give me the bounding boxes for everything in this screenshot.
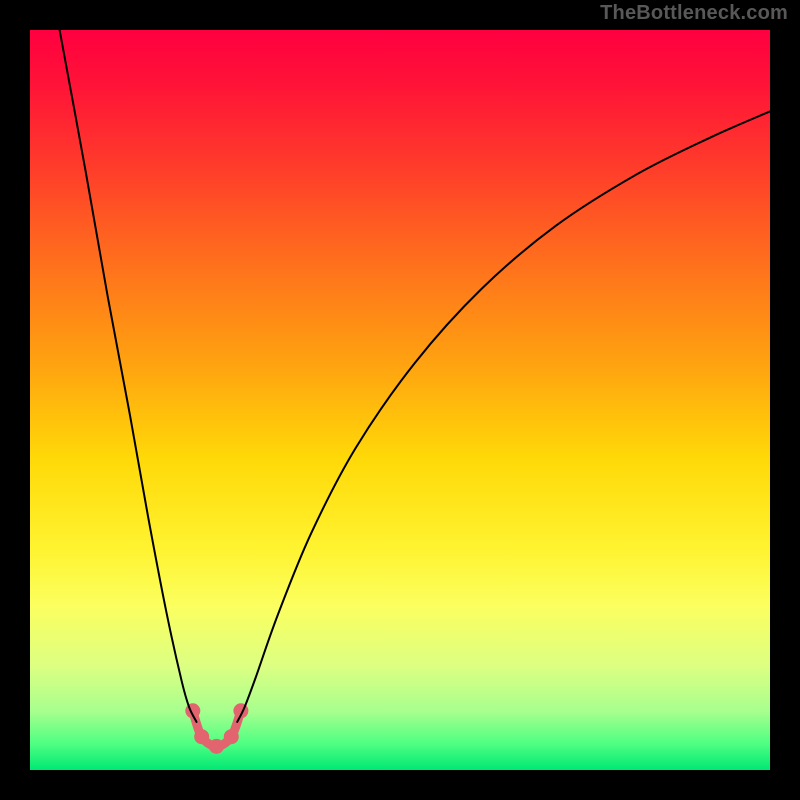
plot-area: [30, 30, 770, 770]
watermark-text: TheBottleneck.com: [600, 2, 788, 25]
bottleneck-chart: [0, 0, 800, 800]
gradient-background: [30, 30, 770, 770]
